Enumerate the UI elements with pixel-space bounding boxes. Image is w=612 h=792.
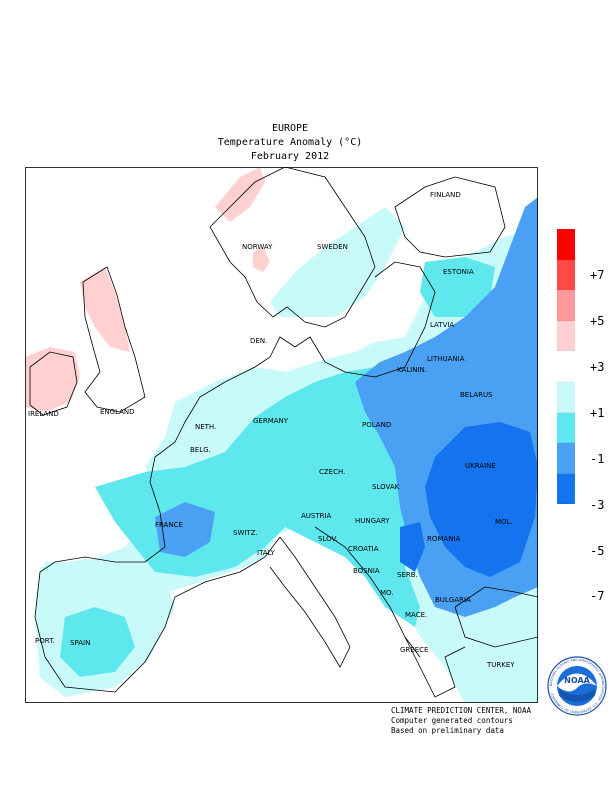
anomaly-zone-cyan-baltics <box>420 257 495 317</box>
label-belarus: BELARUS <box>460 391 493 399</box>
label-bosnia: BOSNIA <box>353 567 380 575</box>
label-neth: NETH. <box>195 423 216 431</box>
coastline-baltic <box>254 261 436 378</box>
anomaly-zone-blue-france <box>155 502 215 557</box>
label-austria: AUSTRIA <box>301 512 332 520</box>
coastline-greece <box>404 636 466 698</box>
noaa-logo: NOAA NATIONAL OCEANIC AND ATMOSPHERIC AD… <box>547 656 607 716</box>
legend-swatch-2 <box>557 290 575 321</box>
country-labels: FINLAND NORWAY SWEDEN ESTONIA LATVIA DEN… <box>28 191 515 669</box>
label-port: PORT. <box>35 637 55 645</box>
anomaly-zone-pink-britain <box>80 267 130 352</box>
label-switz: SWITZ. <box>233 529 258 537</box>
anomaly-zone-pink-norway <box>215 167 265 222</box>
anomaly-zone-dark-blue-ukraine <box>425 422 538 577</box>
label-lithuania: LITHUANIA <box>427 355 465 363</box>
legend-swatch-7 <box>557 443 575 474</box>
label-turkey: TURKEY <box>486 661 515 669</box>
label-czech: CZECH. <box>319 468 345 476</box>
label-romania: ROMANIA <box>427 535 461 543</box>
anomaly-zone-light-cyan-scandinavia <box>270 207 405 317</box>
noaa-logo-text: NOAA <box>564 676 590 685</box>
legend-tick-label: -3 <box>590 498 605 512</box>
label-slovak: SLOVAK <box>372 483 400 491</box>
color-legend-bar <box>557 229 575 505</box>
label-hungary: HUNGARY <box>355 517 390 525</box>
label-poland: POLAND <box>362 421 391 429</box>
anomaly-shading <box>25 167 538 703</box>
legend-tick-label: +7 <box>590 268 605 282</box>
map-title-period: February 2012 <box>250 151 330 162</box>
map-title-variable: Temperature Anomaly (°C) <box>217 137 363 148</box>
label-kalinin: KALININ. <box>397 366 427 374</box>
credits-line-2: Computer generated contours <box>391 716 513 725</box>
map-frame <box>25 167 538 703</box>
legend-tick-label: -7 <box>590 589 605 603</box>
label-croatia: CROATIA <box>348 545 379 553</box>
legend-swatch-4 <box>557 351 575 382</box>
legend-swatch-6 <box>557 412 575 444</box>
legend-tick-label: -1 <box>590 452 605 466</box>
anomaly-zone-pink-ireland <box>25 347 80 412</box>
coastline-adriatic <box>314 526 421 658</box>
label-norway: NORWAY <box>242 243 273 251</box>
label-estonia: ESTONIA <box>443 268 474 276</box>
coastline-britain <box>82 266 146 413</box>
label-slov: SLOV. <box>318 535 338 543</box>
coastline-black-sea <box>454 586 538 648</box>
anomaly-zone-dark-blue-balkans <box>400 522 425 572</box>
label-germany: GERMANY <box>253 417 289 425</box>
legend-swatch-0 <box>557 229 575 260</box>
legend-tick-label: -5 <box>590 544 605 558</box>
label-sweden: SWEDEN <box>317 243 348 251</box>
credits-line-3: Based on preliminary data <box>391 726 504 735</box>
temperature-anomaly-map: FINLAND NORWAY SWEDEN ESTONIA LATVIA DEN… <box>25 167 538 703</box>
credits-line-1: CLIMATE PREDICTION CENTER, NOAA <box>391 706 531 715</box>
coastline-atlantic <box>34 366 281 693</box>
label-mol: MOL. <box>495 518 513 526</box>
label-finland: FINLAND <box>430 191 461 199</box>
credits-block: CLIMATE PREDICTION CENTER, NOAA Computer… <box>391 706 531 736</box>
label-italy: ITALY <box>257 549 276 557</box>
legend-swatch-3 <box>557 320 575 352</box>
coastline-ireland <box>29 351 78 416</box>
label-greece: GREECE <box>400 646 428 654</box>
label-latvia: LATVIA <box>430 321 454 329</box>
coastline-scandinavia <box>209 167 376 328</box>
coastlines <box>29 167 538 698</box>
legend-swatch-8 <box>557 473 575 505</box>
label-mo: MO. <box>380 589 394 597</box>
anomaly-zone-cyan-central <box>95 367 435 627</box>
label-den: DEN. <box>250 337 267 345</box>
legend-tick-label: +1 <box>590 406 605 420</box>
label-belg: BELG. <box>190 446 211 454</box>
label-bulgaria: BULGARIA <box>435 596 471 604</box>
label-france: FRANCE <box>155 521 183 529</box>
anomaly-zone-pink-norway-south <box>253 247 270 272</box>
coastline-italy <box>269 536 351 668</box>
legend-swatch-5 <box>557 381 575 413</box>
map-title-region: EUROPE <box>271 123 309 134</box>
anomaly-zone-cyan-spain <box>60 607 135 677</box>
legend-tick-label: +5 <box>590 314 605 328</box>
label-england: ENGLAND <box>100 408 135 416</box>
map-title-block: EUROPE Temperature Anomaly (°C) February… <box>180 122 400 164</box>
label-ukraine: UKRAINE <box>465 462 496 470</box>
label-spain: SPAIN <box>70 639 90 647</box>
coastline-finland <box>394 176 506 258</box>
label-mace: MACE. <box>405 611 427 619</box>
legend-tick-label: +3 <box>590 360 605 374</box>
legend-swatch-1 <box>557 259 575 291</box>
label-ireland: IRELAND <box>28 410 59 418</box>
label-serb: SERB. <box>397 571 418 579</box>
